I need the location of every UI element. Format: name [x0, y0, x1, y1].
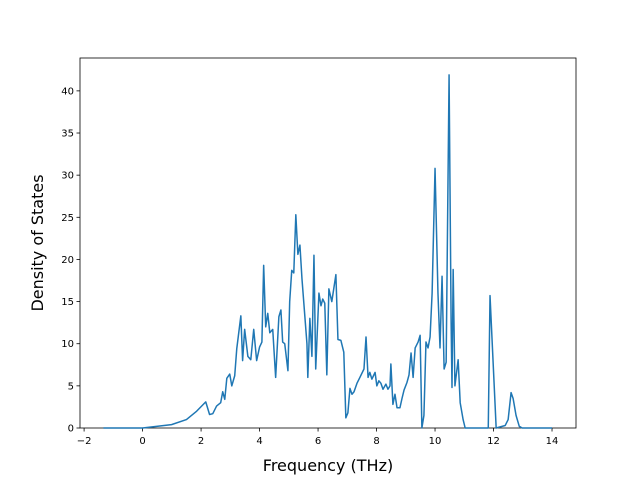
x-tick-label: −2 [77, 436, 92, 447]
x-tick-label: 8 [373, 436, 379, 447]
x-tick-label: 12 [487, 436, 500, 447]
y-tick-label: 40 [61, 86, 74, 97]
y-tick-label: 5 [68, 381, 74, 392]
y-tick-label: 20 [61, 255, 74, 266]
x-tick-label: 14 [546, 436, 559, 447]
y-tick-label: 35 [61, 129, 74, 140]
x-tick-label: 10 [429, 436, 442, 447]
y-tick-label: 25 [61, 213, 74, 224]
line [103, 74, 553, 429]
x-tick-label: 0 [139, 436, 145, 447]
y-tick-label: 0 [68, 424, 74, 435]
x-tick-label: 6 [315, 436, 321, 447]
y-tick-label: 10 [61, 339, 74, 350]
plot-area [79, 57, 577, 429]
x-tick-label: 4 [256, 436, 262, 447]
x-tick-label: 2 [198, 436, 204, 447]
x-axis-label: Frequency (THz) [263, 456, 393, 475]
y-tick-label: 30 [61, 171, 74, 182]
y-tick-label: 15 [61, 297, 74, 308]
y-axis-label: Density of States [28, 174, 47, 311]
